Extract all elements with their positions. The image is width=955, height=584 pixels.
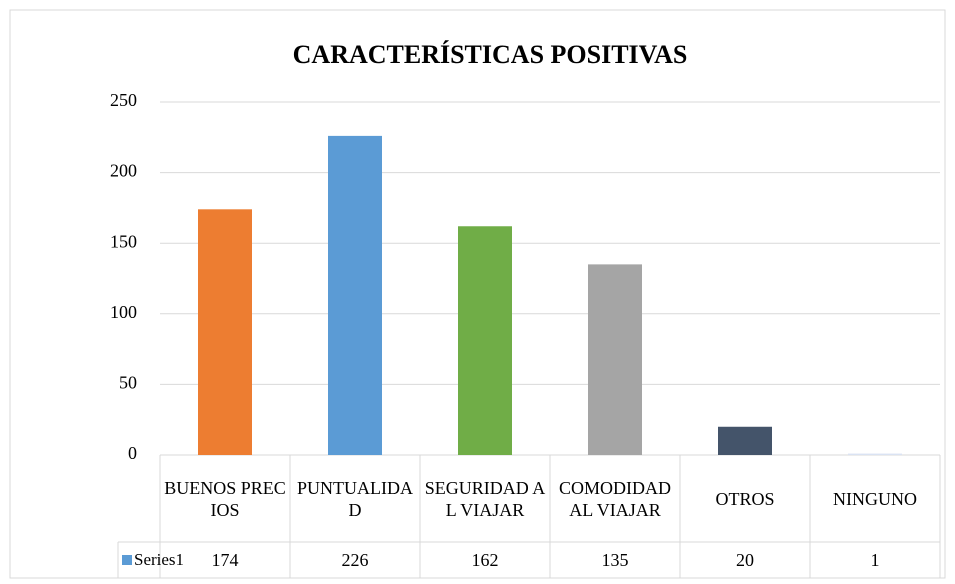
table-value: 20	[736, 550, 754, 570]
chart-title: CARACTERÍSTICAS POSITIVAS	[293, 40, 688, 69]
bar	[848, 453, 902, 455]
table-value: 1	[870, 550, 880, 570]
y-tick-label: 50	[119, 373, 137, 393]
bar	[198, 209, 252, 455]
category-label: NINGUNO	[833, 488, 917, 509]
category-label: BUENOS PRECIOS	[164, 477, 286, 520]
table-value: 162	[471, 550, 499, 570]
y-tick-label: 250	[110, 90, 137, 110]
bar	[458, 226, 512, 455]
category-label: PUNTUALIDAD	[297, 477, 413, 520]
category-label: SEGURIDAD AL VIAJAR	[424, 477, 546, 520]
table-value: 174	[211, 550, 239, 570]
category-label: COMODIDAD AL VIAJAR	[559, 477, 671, 520]
legend-key	[122, 555, 132, 565]
y-tick-label: 0	[128, 443, 137, 463]
category-label: OTROS	[715, 488, 775, 509]
bar	[588, 264, 642, 455]
legend-label: Series1	[134, 550, 184, 569]
y-tick-label: 150	[110, 231, 137, 251]
y-tick-label: 200	[110, 161, 137, 181]
bar	[328, 135, 382, 455]
table-value: 135	[601, 550, 629, 570]
y-tick-label: 100	[110, 302, 137, 322]
bar	[718, 426, 772, 455]
table-value: 226	[341, 550, 369, 570]
